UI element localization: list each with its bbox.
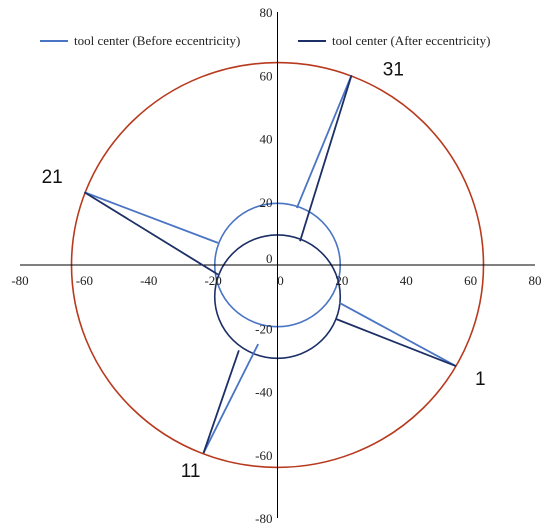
x-tick-label: -40 — [140, 273, 157, 288]
series-0-segment-2 — [202, 343, 259, 454]
series-0-segment-0 — [339, 302, 457, 367]
x-tick-label: 20 — [335, 273, 348, 288]
x-tick-label: -60 — [76, 273, 93, 288]
y-tick-label: -60 — [255, 448, 272, 463]
x-tick-label: 40 — [400, 273, 413, 288]
series-layer — [83, 74, 457, 454]
y-tick-label: 80 — [260, 5, 273, 20]
y-tick-label: 20 — [260, 195, 273, 210]
axes — [20, 12, 535, 518]
point-label-1: 1 — [475, 369, 486, 390]
legend-label-1: tool center (After eccentricity) — [332, 33, 490, 48]
series-1-segment-0 — [335, 317, 457, 368]
tick-labels: -80 -60 -40 -20 0 20 40 60 80 80 60 40 20 0 -20 -40 -60 -… — [11, 5, 541, 526]
y-tick-label: -80 — [255, 511, 272, 526]
y-tick-label: 60 — [260, 68, 273, 83]
x-tick-label: 0 — [277, 273, 284, 288]
y-tick-label: -20 — [255, 321, 272, 336]
x-tick-label: 80 — [529, 273, 542, 288]
x-tick-label: -20 — [204, 273, 221, 288]
legend: tool center (Before eccentricity) tool ce… — [40, 33, 490, 48]
series-1-segment-3 — [299, 74, 353, 242]
point-label-21: 21 — [42, 167, 63, 188]
y-tick-label: -40 — [255, 385, 272, 400]
legend-label-0: tool center (Before eccentricity) — [74, 33, 240, 48]
series-1-segment-2 — [202, 350, 240, 454]
y-tick-label: 0 — [266, 251, 273, 266]
point-label-31: 31 — [383, 59, 404, 80]
x-tick-label: -80 — [11, 273, 28, 288]
series-0-segment-1 — [84, 191, 219, 244]
point-label-11: 11 — [181, 461, 201, 482]
y-tick-label: 40 — [260, 132, 273, 147]
series-0-segment-3 — [295, 74, 353, 209]
series-1-segment-1 — [83, 191, 219, 276]
x-tick-label: 60 — [464, 273, 477, 288]
